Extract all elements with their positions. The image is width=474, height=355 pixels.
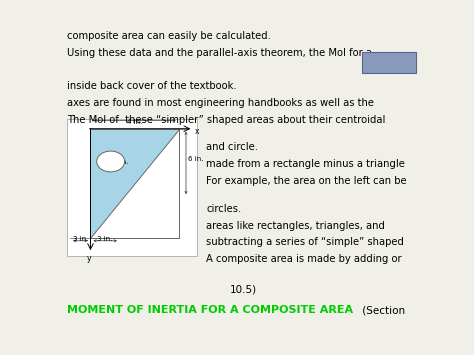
- Text: 10.5): 10.5): [229, 284, 256, 295]
- Bar: [91, 129, 179, 238]
- Polygon shape: [91, 129, 179, 238]
- Text: y: y: [86, 255, 91, 263]
- Text: 3 in.: 3 in.: [73, 236, 88, 242]
- Text: 2 in.: 2 in.: [112, 159, 128, 165]
- Text: axes are found in most engineering handbooks as well as the: axes are found in most engineering handb…: [67, 98, 374, 108]
- Text: subtracting a series of “simple” shaped: subtracting a series of “simple” shaped: [206, 237, 404, 247]
- Text: 6 in.: 6 in.: [188, 156, 203, 162]
- Text: made from a rectangle minus a triangle: made from a rectangle minus a triangle: [206, 159, 405, 169]
- Text: circles.: circles.: [206, 204, 241, 214]
- Text: A composite area is made by adding or: A composite area is made by adding or: [206, 255, 402, 264]
- Text: areas like rectangles, triangles, and: areas like rectangles, triangles, and: [206, 220, 385, 230]
- Text: 4 in.: 4 in.: [127, 119, 142, 125]
- Text: The MoI of  these “simpler” shaped areas about their centroidal: The MoI of these “simpler” shaped areas …: [67, 115, 386, 125]
- Text: (Section: (Section: [359, 305, 405, 315]
- FancyBboxPatch shape: [67, 119, 197, 256]
- Text: For example, the area on the left can be: For example, the area on the left can be: [206, 176, 407, 186]
- Text: composite area can easily be calculated.: composite area can easily be calculated.: [67, 31, 271, 41]
- Circle shape: [97, 151, 125, 172]
- Text: x: x: [195, 127, 200, 136]
- Text: inside back cover of the textbook.: inside back cover of the textbook.: [67, 81, 237, 91]
- Text: Using these data and the parallel-axis theorem, the MoI for a: Using these data and the parallel-axis t…: [67, 48, 373, 58]
- Text: 3 in.: 3 in.: [98, 236, 113, 242]
- Text: and circle.: and circle.: [206, 142, 258, 152]
- FancyBboxPatch shape: [362, 52, 416, 73]
- Text: MOMENT OF INERTIA FOR A COMPOSITE AREA: MOMENT OF INERTIA FOR A COMPOSITE AREA: [66, 305, 353, 315]
